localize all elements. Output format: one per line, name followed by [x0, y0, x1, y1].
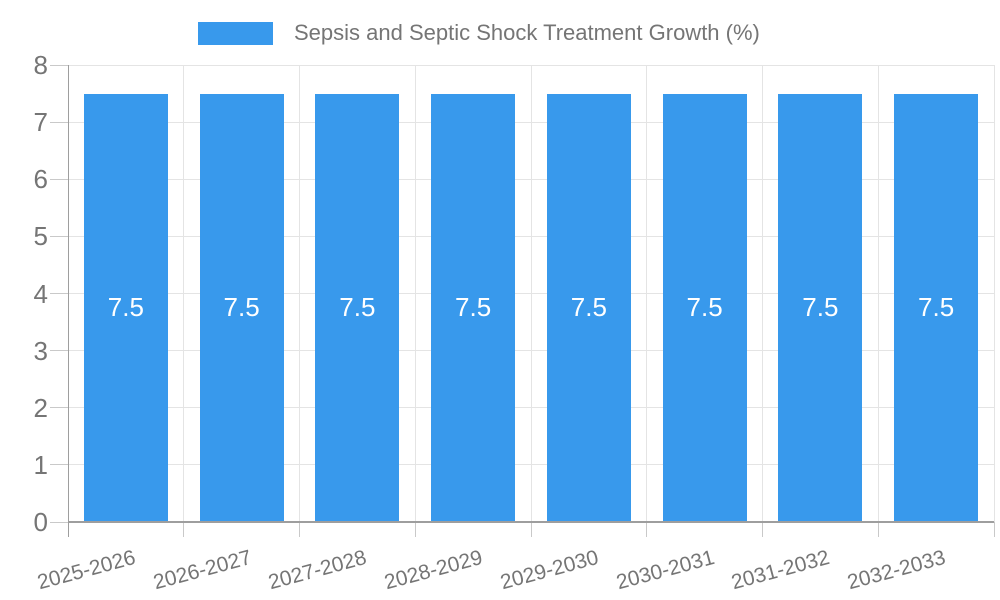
x-axis-tick — [646, 522, 648, 537]
y-axis-tick-label: 5 — [33, 221, 48, 252]
bar: 7.5 — [315, 93, 400, 522]
bar-value-label: 7.5 — [223, 292, 260, 323]
y-axis-tick — [50, 178, 68, 180]
bar: 7.5 — [199, 93, 284, 522]
bar: 7.5 — [894, 93, 979, 522]
v-gridline — [530, 65, 532, 522]
y-axis-tick — [50, 64, 68, 66]
legend-swatch — [198, 21, 273, 45]
bar-value-label: 7.5 — [339, 292, 376, 323]
y-axis-tick-label: 0 — [33, 507, 48, 537]
x-axis-tick — [414, 522, 416, 537]
y-axis-tick-label: 3 — [33, 335, 48, 366]
v-gridline — [993, 65, 995, 522]
bar-value-label: 7.5 — [802, 292, 839, 323]
y-axis-tick-label: 7 — [33, 107, 48, 138]
x-axis-tick — [299, 522, 300, 537]
bar: 7.5 — [546, 93, 631, 522]
y-axis-line — [67, 65, 69, 537]
bar-value-label: 7.5 — [455, 292, 492, 323]
v-gridline — [414, 65, 416, 522]
x-axis-line — [68, 521, 994, 523]
y-axis-tick-label: 4 — [33, 278, 48, 309]
x-axis-tick — [530, 522, 532, 537]
v-gridline — [299, 65, 300, 522]
v-gridline — [183, 65, 185, 522]
y-axis-tick — [50, 235, 68, 237]
bar-value-label: 7.5 — [918, 292, 955, 323]
y-axis-tick-label: 8 — [33, 50, 48, 80]
x-axis-tick — [762, 522, 763, 537]
y-axis-tick-label: 2 — [33, 392, 48, 423]
y-axis-tick — [50, 521, 68, 523]
chart-legend: Sepsis and Septic Shock Treatment Growth… — [198, 20, 760, 46]
bar: 7.5 — [662, 93, 747, 522]
legend-label: Sepsis and Septic Shock Treatment Growth… — [294, 20, 760, 45]
x-axis-tick — [877, 522, 879, 537]
x-axis-tick — [993, 522, 995, 537]
y-axis-tick — [50, 350, 68, 352]
bar-value-label: 7.5 — [570, 292, 607, 323]
y-axis-tick — [50, 121, 68, 123]
v-gridline — [762, 65, 763, 522]
y-axis-tick — [50, 293, 68, 294]
v-gridline — [646, 65, 648, 522]
bar: 7.5 — [83, 93, 168, 522]
bar-value-label: 7.5 — [107, 292, 144, 323]
bar: 7.5 — [431, 93, 516, 522]
y-axis-tick — [50, 464, 68, 466]
y-axis-tick-label: 1 — [33, 449, 48, 480]
x-axis-tick — [183, 522, 185, 537]
bar: 7.5 — [778, 93, 863, 522]
bar-value-label: 7.5 — [686, 292, 723, 323]
v-gridline — [877, 65, 879, 522]
y-axis-tick — [50, 407, 68, 409]
y-axis-tick-label: 6 — [33, 164, 48, 195]
